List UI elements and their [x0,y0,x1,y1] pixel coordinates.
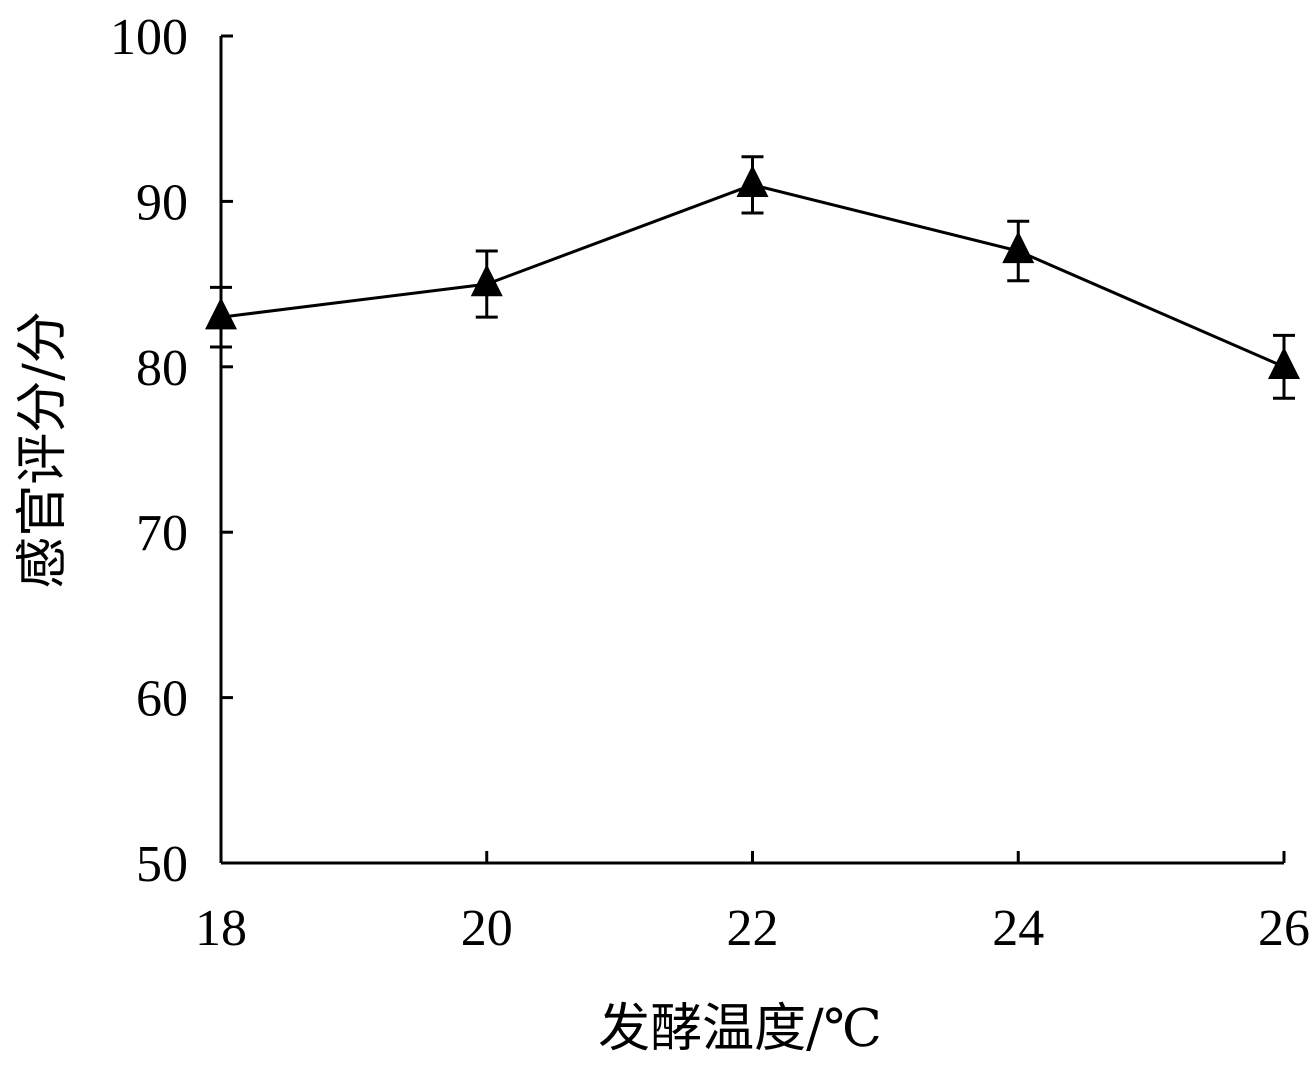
x-tick-label: 18 [195,900,247,957]
x-tick-label: 26 [1258,900,1310,957]
x-tick-label: 20 [461,900,513,957]
y-tick-label: 90 [136,174,188,231]
x-tick-label: 22 [727,900,779,957]
data-point-triangle [205,297,237,330]
y-tick-label: 50 [136,836,188,893]
y-axis-title: 感官评分/分 [13,311,73,589]
series-group [205,155,1300,400]
x-tick-label: 24 [992,900,1044,957]
y-tick-label: 60 [136,671,188,728]
data-point-triangle [1268,346,1300,379]
y-tick-label: 100 [110,9,188,66]
data-point-triangle [736,165,769,198]
y-tick-label: 70 [136,505,188,562]
x-ticks: 18 20 22 24 26 [195,851,1310,957]
data-point-triangle [1002,231,1035,264]
y-tick-label: 80 [136,340,188,397]
y-ticks: 50 60 70 80 90 100 [110,9,233,893]
x-axis-title: 发酵温度/℃ [598,999,882,1059]
data-point-triangle [470,264,503,297]
